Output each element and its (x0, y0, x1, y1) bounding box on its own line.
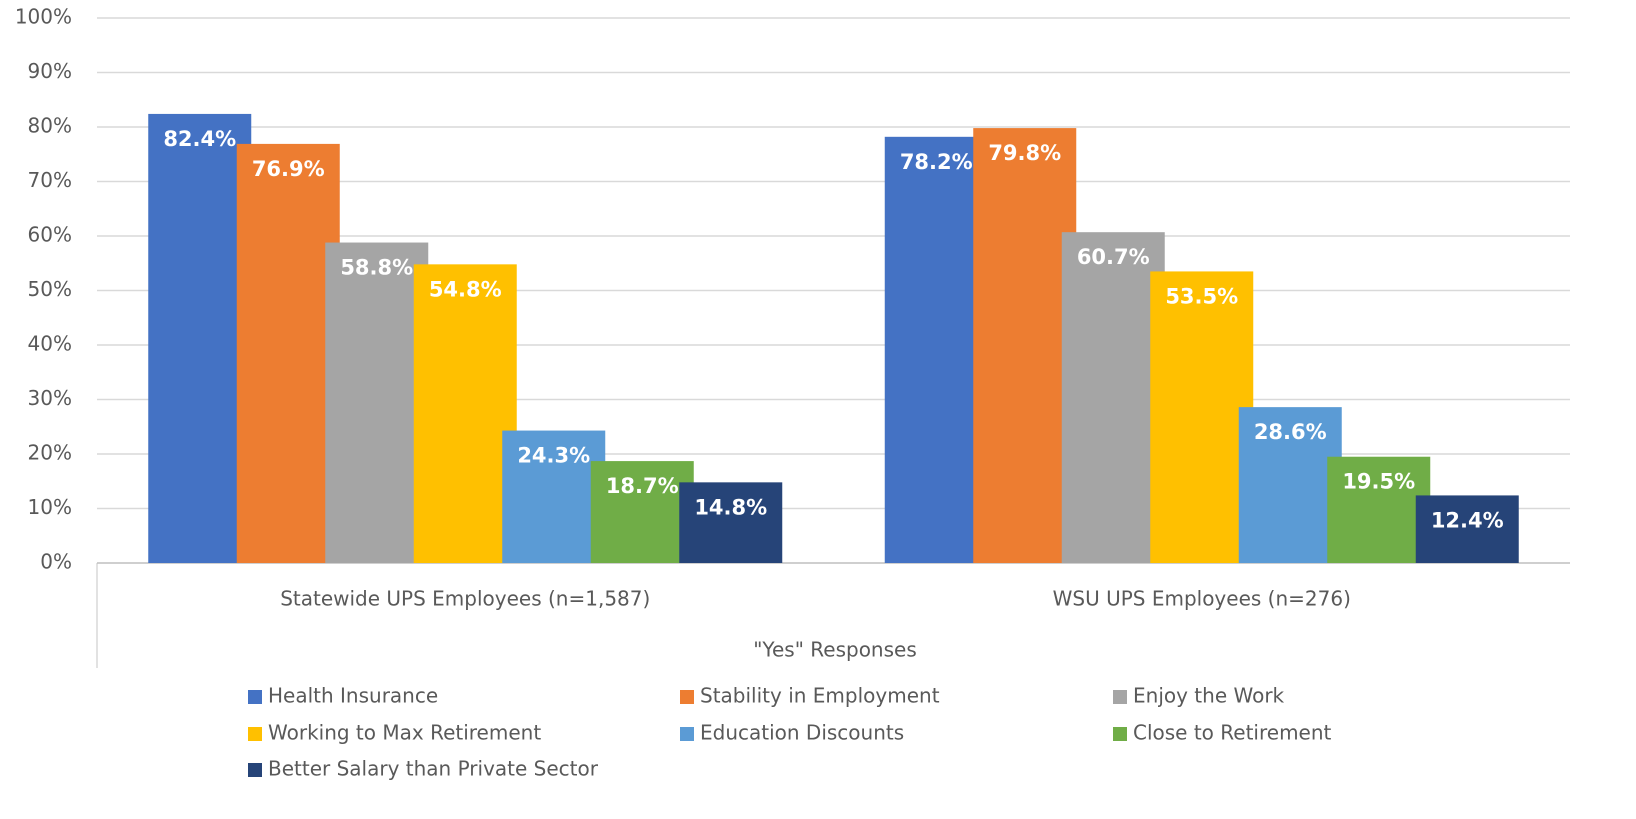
bar (1327, 456, 1431, 563)
value-label: 53.5% (1165, 284, 1238, 308)
legend-label: Health Insurance (268, 684, 438, 708)
y-tick-label: 20% (28, 441, 72, 465)
value-label: 82.4% (163, 127, 236, 151)
y-tick-label: 80% (28, 114, 72, 138)
bar (502, 430, 606, 563)
legend-label: Education Discounts (700, 721, 904, 745)
bar (679, 482, 783, 563)
x-axis-title: "Yes" Responses (753, 638, 917, 662)
legend-label: Better Salary than Private Sector (268, 757, 599, 781)
y-tick-label: 100% (15, 5, 72, 29)
value-label: 76.9% (252, 157, 325, 181)
y-tick-label: 50% (28, 277, 72, 301)
value-label: 28.6% (1254, 420, 1327, 444)
legend-swatch (680, 690, 694, 704)
legend-label: Stability in Employment (700, 684, 940, 708)
bar (973, 128, 1077, 563)
legend-swatch (680, 727, 694, 741)
legend-swatch (1113, 690, 1127, 704)
legend-swatch (1113, 727, 1127, 741)
y-tick-label: 60% (28, 223, 72, 247)
legend-label: Enjoy the Work (1133, 684, 1285, 708)
value-label: 54.8% (429, 277, 502, 301)
value-label: 24.3% (517, 444, 590, 468)
x-tick-label: Statewide UPS Employees (n=1,587) (280, 587, 650, 611)
bar (884, 136, 988, 563)
legend-swatch (248, 690, 262, 704)
x-tick-label: WSU UPS Employees (n=276) (1053, 587, 1351, 611)
bar (413, 264, 517, 563)
legend-swatch (248, 727, 262, 741)
y-tick-label: 0% (40, 550, 72, 574)
value-label: 19.5% (1342, 470, 1415, 494)
y-tick-label: 40% (28, 332, 72, 356)
bar (325, 242, 429, 564)
value-label: 58.8% (340, 256, 413, 280)
value-label: 78.2% (900, 150, 973, 174)
bar (236, 143, 340, 563)
value-label: 12.4% (1431, 508, 1504, 532)
bar (590, 461, 694, 563)
y-tick-label: 10% (28, 495, 72, 519)
value-label: 60.7% (1077, 245, 1150, 269)
legend-label: Close to Retirement (1133, 721, 1332, 745)
y-tick-label: 90% (28, 59, 72, 83)
bar (148, 113, 252, 564)
bar (1150, 271, 1254, 563)
value-label: 18.7% (606, 474, 679, 498)
bar (1415, 495, 1519, 563)
bar (1238, 407, 1342, 563)
value-label: 14.8% (694, 495, 767, 519)
bar (1061, 232, 1165, 563)
legend-swatch (248, 763, 262, 777)
y-tick-label: 70% (28, 168, 72, 192)
value-label: 79.8% (988, 141, 1061, 165)
legend-label: Working to Max Retirement (268, 721, 541, 745)
y-tick-label: 30% (28, 386, 72, 410)
